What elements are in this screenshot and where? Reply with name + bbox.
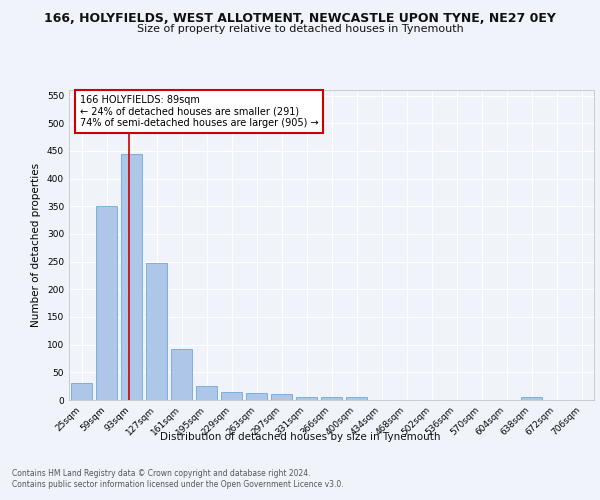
Y-axis label: Number of detached properties: Number of detached properties [31, 163, 41, 327]
Bar [246, 393, 267, 400]
Bar [96, 206, 117, 400]
Bar [296, 396, 317, 400]
Bar [346, 397, 367, 400]
Bar [521, 396, 542, 400]
Bar [321, 397, 342, 400]
Bar [171, 348, 192, 400]
Bar [196, 386, 217, 400]
Text: 166 HOLYFIELDS: 89sqm
← 24% of detached houses are smaller (291)
74% of semi-det: 166 HOLYFIELDS: 89sqm ← 24% of detached … [79, 94, 318, 128]
Text: Contains HM Land Registry data © Crown copyright and database right 2024.: Contains HM Land Registry data © Crown c… [12, 469, 311, 478]
Bar [221, 392, 242, 400]
Text: Distribution of detached houses by size in Tynemouth: Distribution of detached houses by size … [160, 432, 440, 442]
Bar [271, 394, 292, 400]
Bar [71, 384, 92, 400]
Bar [146, 264, 167, 400]
Text: Contains public sector information licensed under the Open Government Licence v3: Contains public sector information licen… [12, 480, 344, 489]
Text: Size of property relative to detached houses in Tynemouth: Size of property relative to detached ho… [137, 24, 463, 34]
Bar [121, 154, 142, 400]
Text: 166, HOLYFIELDS, WEST ALLOTMENT, NEWCASTLE UPON TYNE, NE27 0EY: 166, HOLYFIELDS, WEST ALLOTMENT, NEWCAST… [44, 12, 556, 26]
